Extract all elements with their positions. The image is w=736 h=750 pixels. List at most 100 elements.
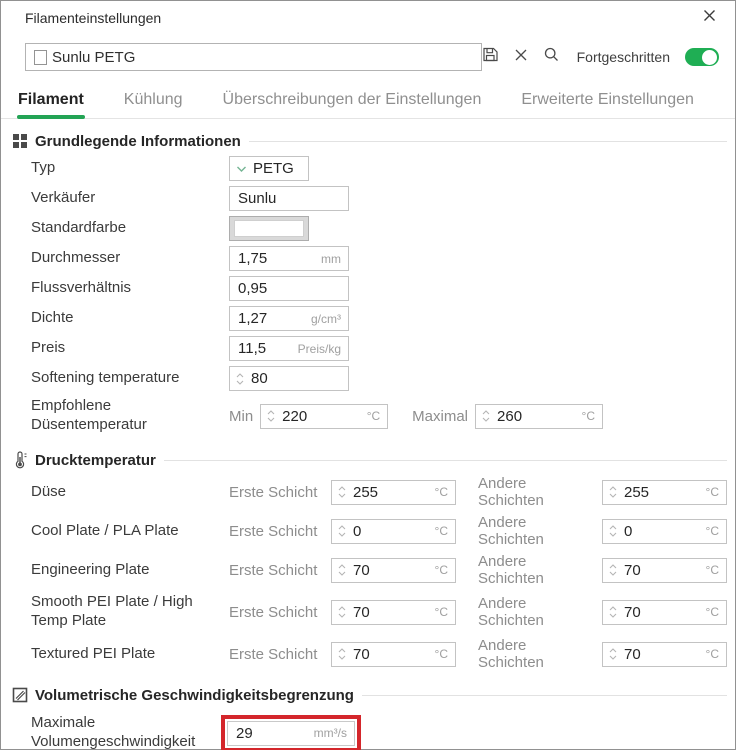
spin-up-icon[interactable] [482, 410, 490, 415]
value[interactable]: 0 [353, 522, 362, 540]
row-cool-plate: Cool Plate / PLA Plate Erste Schicht 0 °… [31, 514, 727, 548]
delete-preset-button[interactable] [514, 48, 528, 67]
preset-actions: Fortgeschritten [482, 46, 719, 68]
nozzle-temp-min-value[interactable]: 220 [282, 407, 308, 425]
spin-up-icon[interactable] [338, 606, 346, 611]
spin-down-icon[interactable] [609, 571, 617, 576]
spin-up-icon[interactable] [609, 486, 617, 491]
value[interactable]: 70 [353, 561, 370, 579]
window-title: Filamenteinstellungen [25, 10, 162, 26]
value[interactable]: 70 [624, 561, 641, 579]
value[interactable]: 70 [624, 645, 641, 663]
cool-plate-first-layer-spinner[interactable]: 0 °C [331, 518, 456, 544]
section-title: Drucktemperatur [35, 451, 156, 469]
spin-down-icon[interactable] [609, 655, 617, 660]
tab-setting-overrides[interactable]: Überschreibungen der Einstellungen [222, 91, 482, 108]
nozzle-other-layers-spinner[interactable]: 255 °C [602, 479, 727, 505]
max-volumetric-speed-value[interactable]: 29 [236, 724, 253, 742]
field-label: Empfohlene Düsentemperatur [31, 397, 147, 433]
value[interactable]: 70 [624, 603, 641, 621]
unit-label: g/cm³ [311, 311, 341, 326]
spinner-arrows [603, 486, 619, 498]
diameter-value[interactable]: 1,75 [238, 250, 268, 267]
preset-name-input[interactable]: Sunlu PETG [25, 43, 482, 71]
spin-down-icon[interactable] [609, 532, 617, 537]
chevron-down-icon [236, 160, 247, 178]
cool-plate-other-layers-spinner[interactable]: 0 °C [602, 518, 727, 544]
tab-cooling[interactable]: Kühlung [123, 91, 183, 108]
spinner-arrows [603, 648, 619, 660]
value[interactable]: 255 [624, 483, 650, 501]
row-flow-ratio: Flussverhältnis 0,95 [31, 276, 727, 301]
save-preset-button[interactable] [482, 46, 499, 68]
spin-up-icon[interactable] [338, 648, 346, 653]
flow-ratio-input[interactable]: 0,95 [229, 276, 349, 301]
engineering-plate-first-layer-spinner[interactable]: 70 °C [331, 557, 456, 583]
type-dropdown[interactable]: PETG [229, 156, 309, 181]
type-value: PETG [253, 160, 294, 177]
delete-icon [514, 48, 528, 67]
advanced-mode-toggle[interactable] [685, 48, 719, 66]
density-value[interactable]: 1,27 [238, 310, 268, 327]
first-layer-label: Erste Schicht [229, 645, 318, 663]
spin-down-icon[interactable] [267, 417, 275, 422]
textured-pei-other-layers-spinner[interactable]: 70 °C [602, 641, 727, 667]
spin-down-icon[interactable] [338, 613, 346, 618]
save-icon [482, 46, 499, 68]
spin-down-icon[interactable] [482, 417, 490, 422]
diameter-input[interactable]: 1,75 mm [229, 246, 349, 271]
spin-down-icon[interactable] [609, 613, 617, 618]
search-preset-button[interactable] [543, 46, 560, 68]
vendor-input[interactable]: Sunlu [229, 186, 349, 211]
max-volumetric-speed-input[interactable]: 29 mm³/s [227, 720, 355, 746]
spin-up-icon[interactable] [236, 372, 244, 378]
spin-up-icon[interactable] [609, 606, 617, 611]
unit-label: °C [705, 563, 719, 577]
nozzle-temp-max-value[interactable]: 260 [497, 407, 523, 425]
max-label: Maximal [412, 407, 469, 425]
value[interactable]: 70 [353, 603, 370, 621]
spin-up-icon[interactable] [609, 564, 617, 569]
tab-filament[interactable]: Filament [17, 85, 85, 119]
nozzle-first-layer-spinner[interactable]: 255 °C [331, 479, 456, 505]
title-bar: Filamenteinstellungen [1, 1, 735, 35]
unit-label: °C [581, 409, 596, 423]
spin-down-icon[interactable] [338, 655, 346, 660]
value[interactable]: 70 [353, 645, 370, 663]
price-input[interactable]: 11,5 Preis/kg [229, 336, 349, 361]
tab-advanced[interactable]: Erweiterte Einstellungen [521, 91, 694, 108]
nozzle-temp-max-spinner[interactable]: 260 °C [475, 403, 604, 429]
field-label: Dichte [31, 309, 74, 327]
spin-up-icon[interactable] [338, 525, 346, 530]
spin-down-icon[interactable] [338, 571, 346, 576]
spin-up-icon[interactable] [338, 486, 346, 491]
spin-down-icon[interactable] [236, 380, 244, 385]
unit-label: °C [434, 647, 448, 661]
first-layer-label: Erste Schicht [229, 561, 318, 579]
value[interactable]: 0 [624, 522, 633, 540]
spin-down-icon[interactable] [338, 493, 346, 498]
smooth-pei-first-layer-spinner[interactable]: 70 °C [331, 599, 456, 625]
spin-down-icon[interactable] [338, 532, 346, 537]
price-value[interactable]: 11,5 [238, 340, 267, 357]
spin-up-icon[interactable] [338, 564, 346, 569]
field-label: Smooth PEI Plate / High Temp Plate [31, 593, 193, 629]
default-color-swatch[interactable] [229, 216, 309, 241]
flow-ratio-value[interactable]: 0,95 [238, 280, 268, 297]
softening-temp-spinner[interactable]: 80 [229, 366, 349, 391]
smooth-pei-other-layers-spinner[interactable]: 70 °C [602, 599, 727, 625]
row-type: Typ PETG [31, 156, 727, 181]
density-input[interactable]: 1,27 g/cm³ [229, 306, 349, 331]
field-label: Flussverhältnis [31, 279, 132, 297]
spin-up-icon[interactable] [609, 648, 617, 653]
textured-pei-first-layer-spinner[interactable]: 70 °C [331, 641, 456, 667]
close-button[interactable] [699, 8, 719, 28]
softening-temp-value[interactable]: 80 [251, 370, 268, 387]
value[interactable]: 255 [353, 483, 379, 501]
spin-up-icon[interactable] [609, 525, 617, 530]
spin-down-icon[interactable] [609, 493, 617, 498]
row-density: Dichte 1,27 g/cm³ [31, 306, 727, 331]
nozzle-temp-min-spinner[interactable]: 220 °C [260, 403, 389, 429]
engineering-plate-other-layers-spinner[interactable]: 70 °C [602, 557, 727, 583]
spin-up-icon[interactable] [267, 410, 275, 415]
